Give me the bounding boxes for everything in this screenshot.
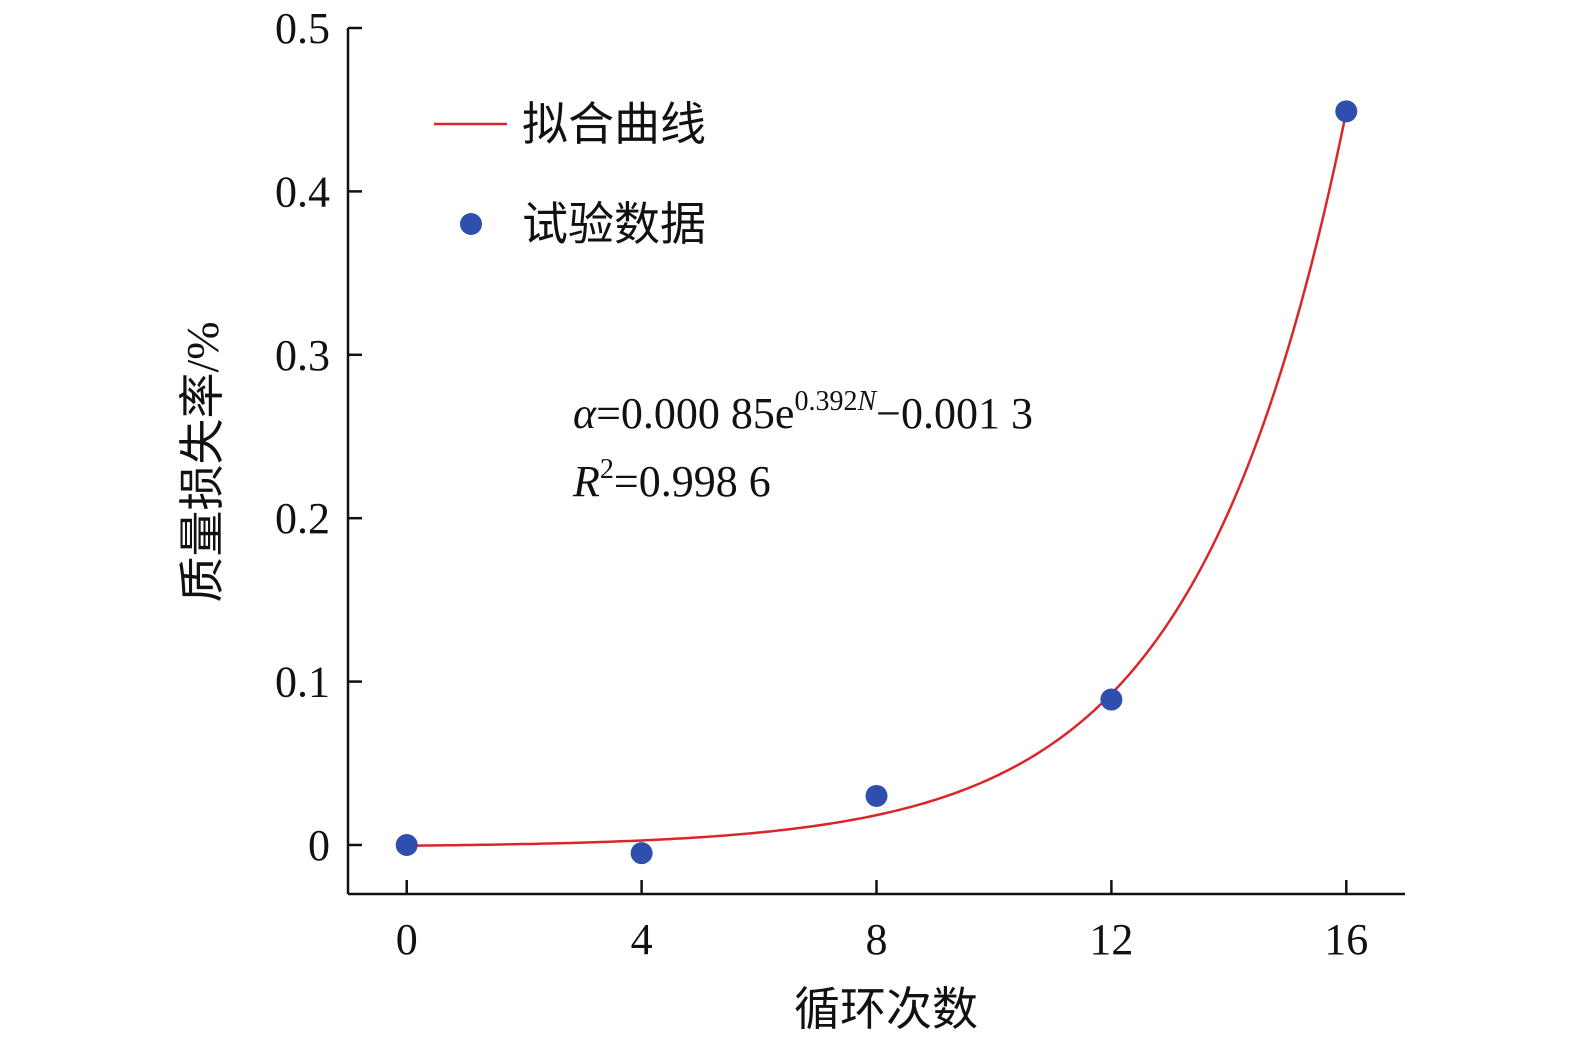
y-tick-label: 0.5 <box>275 4 330 53</box>
equation-r2: R2=0.998 6 <box>572 454 771 506</box>
legend: 拟合曲线 试验数据 <box>434 99 706 250</box>
y-tick-label: 0 <box>308 821 330 870</box>
x-ticks: 0 4 8 12 16 <box>396 880 1368 964</box>
equation-fit: α=0.000 85e0.392N−0.001 3 <box>573 386 1033 438</box>
equation-r-symbol: R <box>572 457 600 506</box>
equation-fit-body: =0.000 85e <box>596 389 794 438</box>
equation-alpha-symbol: α <box>573 389 597 438</box>
equation-fit-tail: −0.001 3 <box>876 389 1033 438</box>
y-ticks: 0 0.1 0.2 0.3 0.4 0.5 <box>275 4 362 870</box>
data-point <box>865 784 888 807</box>
y-tick-label: 0.4 <box>275 167 330 216</box>
legend-label-fit: 拟合曲线 <box>522 99 706 150</box>
x-tick-label: 16 <box>1324 915 1368 964</box>
y-tick-label: 0.1 <box>275 658 330 707</box>
data-point <box>395 833 418 856</box>
x-tick-label: 0 <box>396 915 418 964</box>
data-point <box>630 842 653 865</box>
y-tick-label: 0.2 <box>275 494 330 543</box>
equation-r2-body: =0.998 6 <box>614 457 771 506</box>
data-point <box>1100 688 1123 711</box>
x-tick-label: 4 <box>631 915 653 964</box>
x-tick-label: 8 <box>866 915 888 964</box>
legend-dot-swatch <box>460 213 482 235</box>
y-tick-label: 0.3 <box>275 331 330 380</box>
equation-exponent-num: 0.392 <box>794 386 857 417</box>
fit-curve-line <box>406 111 1348 847</box>
x-axis-title: 循环次数 <box>794 984 978 1035</box>
legend-label-data: 试验数据 <box>522 199 706 250</box>
y-axis-title: 质量损失率/% <box>177 321 228 602</box>
data-point <box>1335 100 1358 123</box>
equation-r-exponent: 2 <box>600 454 614 485</box>
x-tick-label: 12 <box>1089 915 1133 964</box>
equation-exponent-var: N <box>856 386 877 417</box>
data-points <box>395 100 1358 865</box>
